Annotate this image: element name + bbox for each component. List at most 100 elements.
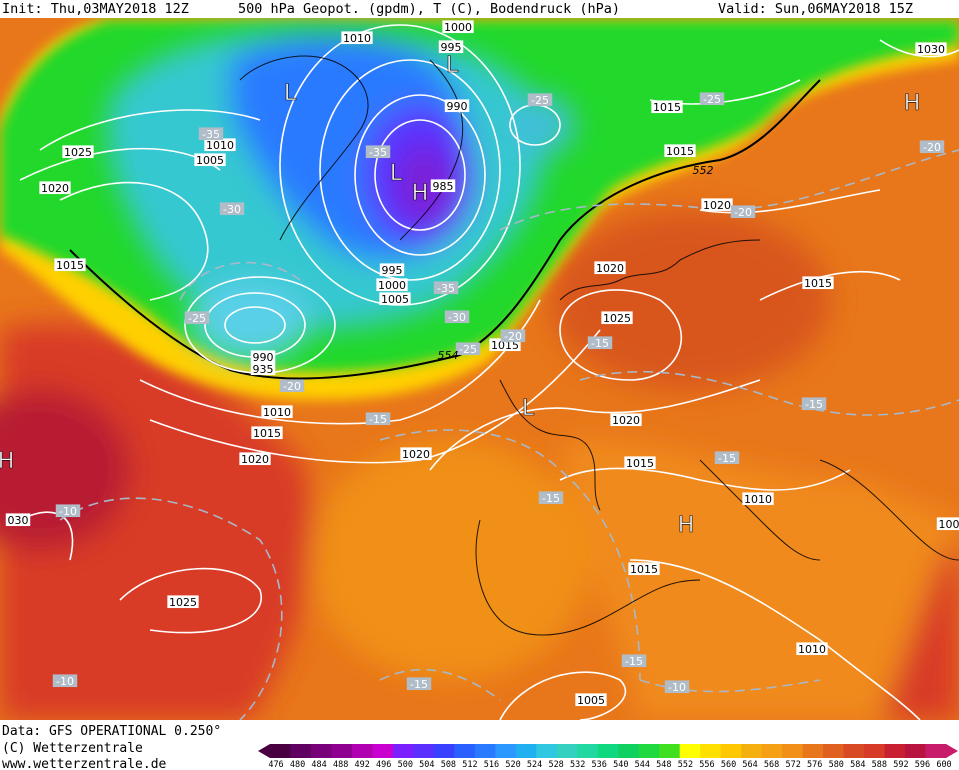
isobar-label: 1025 — [62, 145, 94, 159]
scale-tick-label: 504 — [419, 760, 435, 770]
isobar-label-text: 995 — [441, 41, 462, 54]
low-center-marker: L — [446, 53, 459, 78]
isotherm-label-text: -25 — [188, 312, 206, 325]
isobar-label-text: 1010 — [798, 643, 826, 656]
scale-swatch — [310, 744, 332, 758]
isobar-label: 1005 — [575, 693, 607, 707]
isotherm-label: -20 — [279, 379, 305, 393]
isobar-label: 030 — [5, 513, 31, 527]
isobar-label-text: 1020 — [703, 199, 731, 212]
scale-swatch — [392, 744, 414, 758]
isobar-label: 990 — [250, 350, 276, 364]
isobar-label-text: 1010 — [343, 32, 371, 45]
isobar-label-text: 935 — [253, 363, 274, 376]
scale-swatch — [761, 744, 783, 758]
isobar-label: 1010 — [341, 31, 373, 45]
scale-tick-label: 508 — [440, 760, 457, 770]
isotherm-label: -25 — [699, 92, 725, 106]
isobar-label-text: 990 — [447, 100, 468, 113]
scale-swatch — [638, 744, 660, 758]
isobar-label: 1015 — [651, 100, 683, 114]
isotherm-label: -30 — [219, 202, 245, 216]
scale-tick-label: 500 — [397, 760, 413, 770]
scale-swatch — [802, 744, 824, 758]
scale-swatch — [659, 744, 681, 758]
scale-tick-label: 600 — [936, 760, 952, 770]
isobar-label: 1010 — [742, 492, 774, 506]
isotherm-label-text: -20 — [734, 206, 752, 219]
isobar-label: 1020 — [594, 261, 626, 275]
scale-swatch — [270, 744, 291, 758]
pressure-labels: 1010 1000 995 990 985 1025 1010 1005 1020 1015 995… — [5, 20, 959, 707]
valid-time-label: Valid: Sun,06MAY2018 15Z — [718, 1, 914, 17]
scale-swatch — [474, 744, 496, 758]
isotherm-label-text: -10 — [59, 505, 77, 518]
scale-tick-label: 572 — [785, 760, 801, 770]
scale-swatch — [843, 744, 865, 758]
scale-tick-label: 520 — [505, 760, 521, 770]
scale-tick-label: 548 — [656, 760, 672, 770]
isobar-label-text: 1015 — [491, 339, 519, 352]
contour-labels: 552 554 — [438, 164, 714, 362]
isotherm-label-text: -15 — [591, 337, 609, 350]
isobar-label: 1025 — [167, 595, 199, 609]
isotherm-label-text: -15 — [718, 452, 736, 465]
scale-tick-label: 580 — [828, 760, 844, 770]
isobar-label-text: 1020 — [241, 453, 269, 466]
scale-swatch — [290, 744, 312, 758]
isotherm-label-text: -10 — [56, 675, 74, 688]
isobar-label-text: 030 — [8, 514, 29, 527]
scale-tick-label: 512 — [462, 760, 478, 770]
scale-swatch — [700, 744, 722, 758]
isobar-label: 1000 — [376, 278, 408, 292]
isotherm-label: -15 — [406, 677, 432, 691]
isobar-label-text: 1020 — [612, 414, 640, 427]
low-center-marker: L — [284, 81, 297, 106]
scale-max-arrow — [946, 744, 958, 758]
scale-tick-label: 496 — [376, 760, 392, 770]
isotherm-label: -15 — [801, 397, 827, 411]
scale-tick-label: 484 — [311, 760, 327, 770]
isobar-label-text: 1000 — [444, 21, 472, 34]
scale-swatch — [515, 744, 537, 758]
isobar-label: 1015 — [628, 562, 660, 576]
isotherm-label-text: -15 — [369, 413, 387, 426]
isotherms — [59, 149, 959, 720]
website-link[interactable]: www.wetterzentrale.de — [2, 757, 167, 770]
scale-tick-label: 596 — [914, 760, 931, 770]
scale-tick-label: 588 — [871, 760, 888, 770]
scale-tick-label: 544 — [634, 760, 650, 770]
scale-swatch — [433, 744, 455, 758]
scale-tick-label: 540 — [613, 760, 629, 770]
isotherm-label-text: -15 — [542, 492, 560, 505]
isobar-label: 1020 — [239, 452, 271, 466]
isobar-label: 1020 — [400, 447, 432, 461]
isobar-label-text: 1010 — [263, 406, 291, 419]
scale-swatch — [782, 744, 804, 758]
copyright-label: (C) Wetterzentrale — [2, 741, 143, 756]
high-center-marker: H — [678, 513, 695, 538]
isotherm-label-text: -25 — [459, 343, 477, 356]
isobar-label-text: 1015 — [653, 101, 681, 114]
scale-swatch — [741, 744, 763, 758]
isobar-label: 1015 — [624, 456, 656, 470]
isotherm-label-text: -20 — [923, 141, 941, 154]
scale-tick-label: 592 — [893, 760, 909, 770]
geopotential-contour-label: 552 — [693, 164, 714, 177]
scale-tick-label: 584 — [850, 760, 866, 770]
isotherm-label: -10 — [664, 680, 690, 694]
isobar-label-text: 1015 — [630, 563, 658, 576]
isobar-label-text: 1020 — [596, 262, 624, 275]
isotherm-label-text: -15 — [625, 655, 643, 668]
scale-swatch — [925, 744, 947, 758]
scale-swatch — [495, 744, 517, 758]
isobar-label-text: 1010 — [206, 139, 234, 152]
scale-tick-label: 564 — [742, 760, 758, 770]
isotherm-label-text: -20 — [283, 380, 301, 393]
geopotential-contour-label: 554 — [438, 349, 459, 362]
isotherm-label-text: -25 — [703, 93, 721, 106]
scale-tick-label: 476 — [268, 760, 284, 770]
isobar-label-text: 1005 — [381, 293, 409, 306]
isobar-label: 1015 — [664, 144, 696, 158]
